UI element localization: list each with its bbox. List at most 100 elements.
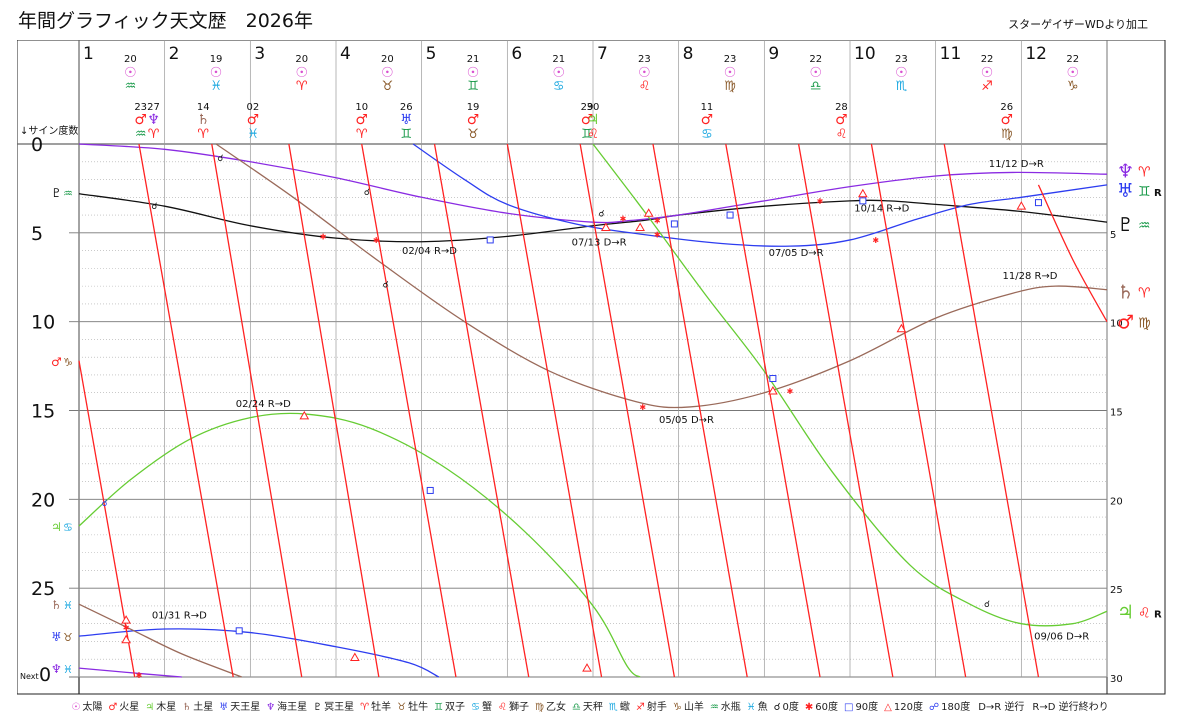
legend-item: ♇ 冥王星 (313, 702, 356, 713)
sign-icon: ♉ (382, 79, 394, 94)
legend-item: D→R 逆行 (976, 702, 1026, 713)
legend-item: ☉ 太陽 (71, 702, 104, 713)
square-aspect-marker (486, 236, 494, 244)
legend-label: 0度 (782, 702, 799, 713)
legend-item: □ 90度 (844, 702, 880, 713)
y-tick-label-right: 30 (1110, 674, 1123, 685)
legend-label: 180度 (941, 702, 971, 713)
station-annotation: 02/04 R→D (402, 246, 457, 257)
planet-ingress-day: 10 (355, 102, 368, 113)
sun-ingress-day: 20 (381, 54, 394, 65)
series-line-uranus_prev (78, 628, 440, 678)
planet-ingress-day: 26 (400, 102, 413, 113)
planet-ingress-day: 23 (134, 102, 147, 113)
legend-item: ♃ 木星 (145, 702, 178, 713)
planet-icon: ♂ (581, 112, 594, 128)
conjunction-aspect-marker: ☌ (599, 209, 605, 219)
legend-item: ♋ 蟹 (471, 702, 494, 713)
legend-icon: ♋ (471, 702, 481, 713)
sign-icon: ♐ (981, 79, 993, 94)
legend-label: 山羊 (683, 702, 704, 713)
right-sign-icon: ♒ (1138, 218, 1151, 234)
legend-icon: ♎ (571, 702, 581, 713)
series-line-uranus (412, 143, 1108, 247)
sun-mars-line (725, 143, 821, 678)
planet-ingress-day: 19 (467, 102, 480, 113)
sun-icon: ☉ (124, 65, 137, 81)
right-sign-icon: ♍ (1138, 316, 1151, 332)
series-line-jupiter (78, 412, 641, 678)
legend-item: ♂ 火星 (108, 702, 141, 713)
legend-item: ♆ 海王星 (266, 702, 309, 713)
month-label: 10 (854, 44, 876, 64)
legend-item: ☍ 180度 (929, 702, 972, 713)
legend-item: ☌ 0度 (774, 702, 801, 713)
month-label: 8 (683, 44, 694, 64)
month-label: 4 (340, 44, 351, 64)
legend-item: ♒ 水瓶 (710, 702, 743, 713)
right-sign-icon: ♊ (1138, 184, 1151, 200)
planet-ingress-day: 14 (197, 102, 210, 113)
sign-icon: ♈ (356, 127, 368, 142)
left-sign-icon: ♒ (63, 187, 73, 200)
sun-ingress-day: 23 (895, 54, 908, 65)
planet-icon: ♂ (134, 112, 147, 128)
series-line-pluto (78, 193, 1108, 243)
legend-icon: ♒ (709, 702, 719, 713)
page-title: 年間グラフィック天文歴 2026年 (18, 10, 313, 32)
planet-icon: ♂ (247, 112, 260, 128)
square-aspect-marker (670, 220, 678, 228)
trine-aspect-marker (299, 410, 310, 420)
left-planet-icon: ♇ (51, 186, 62, 200)
planet-ingress-day: 11 (701, 102, 714, 113)
series-line-neptune_prev (78, 667, 182, 678)
legend-icon: ♃ (145, 702, 155, 713)
y-tick-label-right: 5 (1110, 230, 1116, 241)
conjunction-aspect-marker: ☌ (217, 154, 223, 164)
legend-label: 魚 (757, 702, 768, 713)
sextile-aspect-marker: ✱ (787, 387, 794, 396)
legend-label: 乙女 (545, 702, 566, 713)
left-sign-icon: ♓ (63, 663, 73, 676)
trine-aspect-marker (896, 323, 907, 333)
legend-icon: ♌ (498, 702, 507, 713)
sun-ingress-day: 22 (981, 54, 994, 65)
left-sign-icon: ♑ (63, 356, 73, 369)
planet-icon: ♅ (400, 112, 413, 128)
right-planet-icon: ♃ (1117, 601, 1134, 623)
next-label: Next (20, 672, 39, 681)
sextile-aspect-marker: ✱ (654, 231, 661, 240)
legend-label: 土星 (193, 702, 214, 713)
month-label: 9 (768, 44, 779, 64)
right-sign-icon: ♌ (1138, 605, 1151, 621)
sun-mars-line (579, 143, 676, 678)
series-line-jupiter2 (592, 143, 1108, 627)
station-annotation: 10/14 R→D (854, 204, 909, 215)
chart-series (78, 143, 1108, 678)
sun-ingress-day: 20 (295, 54, 308, 65)
sextile-aspect-marker: ✱ (136, 671, 143, 680)
station-annotation: 07/13 D→R (572, 237, 627, 248)
planet-ingress-day: 30 (587, 102, 600, 113)
planet-icon: ♂ (701, 112, 714, 128)
legend-item: ♈ 牡羊 (360, 702, 393, 713)
square-aspect-marker (859, 197, 867, 205)
conjunction-aspect-marker: ☌ (151, 202, 157, 212)
sextile-aspect-marker: ✱ (373, 236, 380, 245)
sign-icon: ♌ (587, 127, 599, 142)
sextile-aspect-marker: ✱ (872, 236, 879, 245)
conjunction-aspect-marker: ☌ (102, 499, 108, 509)
sign-icon: ♍ (724, 79, 736, 94)
station-annotation: 09/06 D→R (1034, 632, 1089, 643)
sign-icon: ♊ (467, 79, 479, 94)
series-line-mars_curve (1037, 184, 1108, 322)
left-planet-icon: ♃ (51, 520, 62, 534)
chart-header: 1 2 3 4 5 6 7 8 9 10 11 1220☉♒19☉♓20☉♈20☉♉21☉♊21☉♋2… (83, 44, 1079, 142)
y-tick-label: 10 (31, 312, 55, 334)
sign-icon: ♌ (836, 127, 848, 142)
planet-ingress-day: 02 (247, 102, 260, 113)
y-tick-label: 0 (39, 664, 51, 686)
left-planet-icon: ♆ (51, 662, 62, 676)
sign-icon: ♋ (701, 127, 713, 142)
